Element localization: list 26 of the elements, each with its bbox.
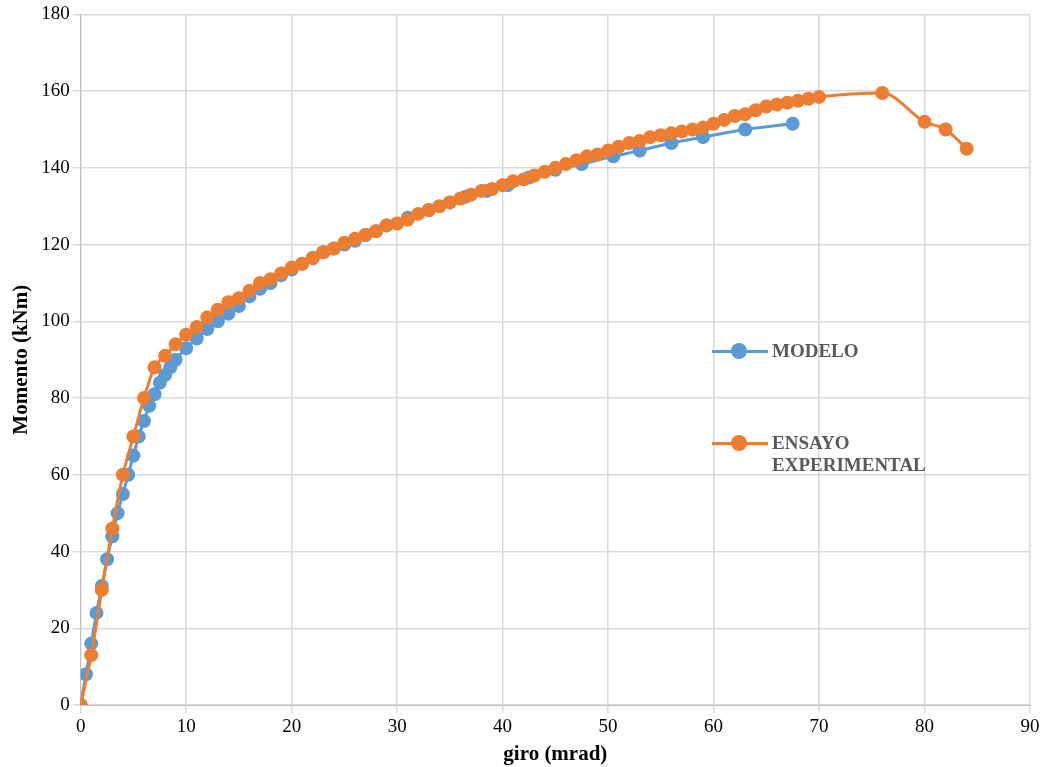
y-tick-label: 80 — [50, 386, 70, 408]
y-axis-title: Momento (kNm) — [8, 284, 33, 435]
point — [738, 122, 753, 137]
x-axis-title: giro (mrad) — [503, 740, 608, 765]
y-tick-label: 100 — [41, 309, 70, 331]
y-tick-label: 160 — [41, 79, 70, 101]
x-tick-label: 10 — [176, 715, 196, 737]
y-tick-label: 0 — [60, 692, 70, 714]
point — [785, 116, 800, 131]
x-tick-label: 0 — [75, 715, 86, 737]
x-tick-label: 40 — [493, 715, 513, 737]
x-tick-label: 30 — [387, 715, 407, 737]
y-tick-label: 60 — [50, 462, 70, 484]
y-tick-label: 180 — [41, 2, 70, 24]
y-tick-label: 20 — [50, 616, 70, 638]
x-tick-label: 20 — [282, 715, 302, 737]
x-tick-label: 90 — [1020, 715, 1040, 737]
legend-label: ENSAYO EXPERIMENTAL — [772, 432, 927, 476]
x-tick-label: 60 — [704, 715, 724, 737]
legend-label: MODELO — [772, 340, 860, 362]
x-tick-label: 70 — [809, 715, 829, 737]
x-tick-label: 80 — [915, 715, 935, 737]
y-tick-label: 40 — [50, 539, 70, 561]
x-tick-label: 50 — [598, 715, 618, 737]
y-tick-label: 120 — [41, 232, 70, 254]
y-tick-label: 140 — [41, 155, 70, 177]
